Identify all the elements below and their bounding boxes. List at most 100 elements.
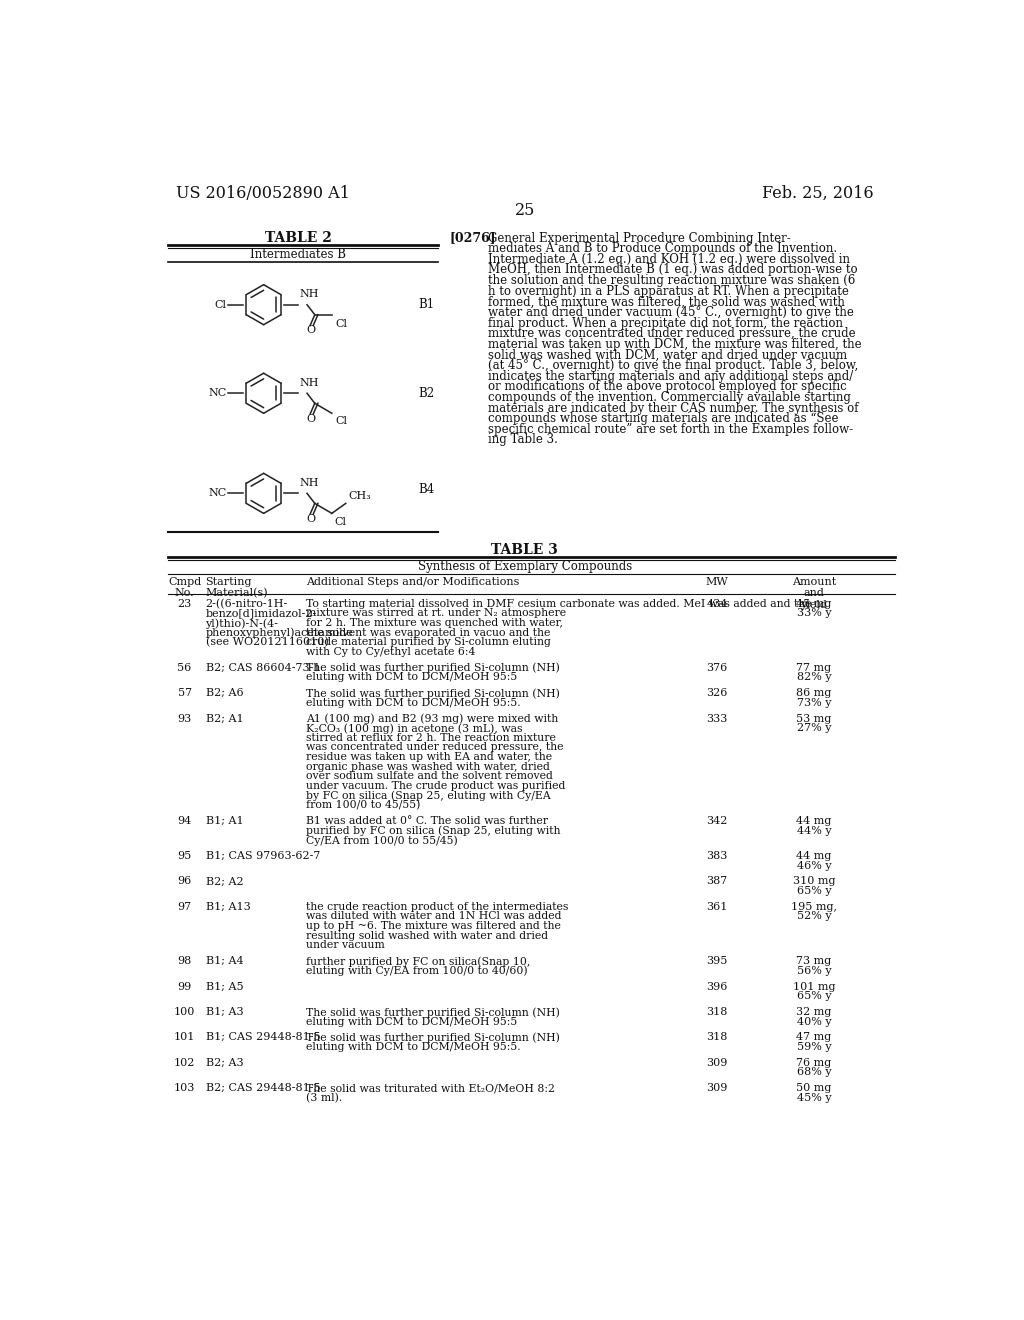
Text: B2; A2: B2; A2 — [206, 876, 243, 887]
Text: under vacuum. The crude product was purified: under vacuum. The crude product was puri… — [306, 781, 565, 791]
Text: 86 mg: 86 mg — [797, 688, 831, 698]
Text: Cy/EA from 100/0 to 55/45): Cy/EA from 100/0 to 55/45) — [306, 836, 458, 846]
Text: the crude reaction product of the intermediates: the crude reaction product of the interm… — [306, 902, 568, 912]
Text: for 2 h. The mixture was quenched with water,: for 2 h. The mixture was quenched with w… — [306, 618, 563, 628]
Text: mixture was concentrated under reduced pressure, the crude: mixture was concentrated under reduced p… — [488, 327, 856, 341]
Text: mixture was stirred at rt. under N₂ atmosphere: mixture was stirred at rt. under N₂ atmo… — [306, 609, 566, 619]
Text: 73% y: 73% y — [797, 698, 831, 708]
Text: NC: NC — [208, 488, 226, 499]
Text: indicates the starting materials and any additional steps and/: indicates the starting materials and any… — [488, 370, 854, 383]
Text: 52% y: 52% y — [797, 911, 831, 921]
Text: by FC on silica (Snap 25, eluting with Cy/EA: by FC on silica (Snap 25, eluting with C… — [306, 791, 551, 801]
Text: Synthesis of Exemplary Compounds: Synthesis of Exemplary Compounds — [418, 560, 632, 573]
Text: 310 mg: 310 mg — [793, 876, 836, 887]
Text: 82% y: 82% y — [797, 672, 831, 682]
Text: 40% y: 40% y — [797, 1016, 831, 1027]
Text: 65% y: 65% y — [797, 886, 831, 896]
Text: B2; A1: B2; A1 — [206, 714, 243, 723]
Text: under vacuum: under vacuum — [306, 940, 385, 950]
Text: 94: 94 — [177, 816, 191, 826]
Text: Intermediates B: Intermediates B — [251, 248, 346, 261]
Text: the solution and the resulting reaction mixture was shaken (6: the solution and the resulting reaction … — [488, 275, 856, 286]
Text: 93: 93 — [177, 714, 191, 723]
Text: 376: 376 — [707, 663, 728, 673]
Text: was diluted with water and 1N HCl was added: was diluted with water and 1N HCl was ad… — [306, 911, 562, 921]
Text: 318: 318 — [707, 1032, 728, 1043]
Text: purified by FC on silica (Snap 25, eluting with: purified by FC on silica (Snap 25, eluti… — [306, 825, 561, 836]
Text: MW: MW — [706, 577, 728, 586]
Text: eluting with Cy/EA from 100/0 to 40/60): eluting with Cy/EA from 100/0 to 40/60) — [306, 966, 528, 977]
Text: 56% y: 56% y — [797, 966, 831, 975]
Text: 44 mg: 44 mg — [797, 816, 831, 826]
Text: Cl: Cl — [334, 517, 346, 527]
Text: General Experimental Procedure Combining Inter-: General Experimental Procedure Combining… — [488, 231, 792, 244]
Text: 68% y: 68% y — [797, 1068, 831, 1077]
Text: The solid was further purified Si-column (NH): The solid was further purified Si-column… — [306, 1007, 560, 1018]
Text: mediates A and B to Produce Compounds of the Invention.: mediates A and B to Produce Compounds of… — [488, 242, 838, 255]
Text: B2; A6: B2; A6 — [206, 688, 243, 698]
Text: 95: 95 — [177, 851, 191, 861]
Text: over sodium sulfate and the solvent removed: over sodium sulfate and the solvent remo… — [306, 771, 553, 781]
Text: 25: 25 — [515, 202, 535, 219]
Text: 195 mg,: 195 mg, — [791, 902, 837, 912]
Text: 434: 434 — [707, 599, 728, 609]
Text: TABLE 3: TABLE 3 — [492, 543, 558, 557]
Text: 53 mg: 53 mg — [797, 714, 831, 723]
Text: compounds whose starting materials are indicated as “See: compounds whose starting materials are i… — [488, 412, 839, 425]
Text: final product. When a precipitate did not form, the reaction: final product. When a precipitate did no… — [488, 317, 844, 330]
Text: 309: 309 — [707, 1084, 728, 1093]
Text: 44 mg: 44 mg — [797, 851, 831, 861]
Text: A1 (100 mg) and B2 (93 mg) were mixed with: A1 (100 mg) and B2 (93 mg) were mixed wi… — [306, 714, 558, 725]
Text: 396: 396 — [707, 982, 728, 991]
Text: 27% y: 27% y — [797, 723, 831, 733]
Text: 102: 102 — [174, 1057, 196, 1068]
Text: eluting with DCM to DCM/MeOH 95:5: eluting with DCM to DCM/MeOH 95:5 — [306, 1016, 517, 1027]
Text: 342: 342 — [707, 816, 728, 826]
Text: Starting
Material(s): Starting Material(s) — [206, 577, 268, 598]
Text: MeOH, then Intermediate B (1 eq.) was added portion-wise to: MeOH, then Intermediate B (1 eq.) was ad… — [488, 264, 858, 276]
Text: 387: 387 — [707, 876, 728, 887]
Text: 50 mg: 50 mg — [797, 1084, 831, 1093]
Text: B2; CAS 29448-81-5: B2; CAS 29448-81-5 — [206, 1084, 321, 1093]
Text: 99: 99 — [177, 982, 191, 991]
Text: K₂CO₃ (100 mg) in acetone (3 mL), was: K₂CO₃ (100 mg) in acetone (3 mL), was — [306, 723, 522, 734]
Text: compounds of the invention. Commercially available starting: compounds of the invention. Commercially… — [488, 391, 851, 404]
Text: ing Table 3.: ing Table 3. — [488, 433, 558, 446]
Text: 101: 101 — [174, 1032, 196, 1043]
Text: 96: 96 — [177, 876, 191, 887]
Text: Intermediate A (1.2 eq.) and KOH (1.2 eq.) were dissolved in: Intermediate A (1.2 eq.) and KOH (1.2 eq… — [488, 253, 850, 265]
Text: B2; A3: B2; A3 — [206, 1057, 243, 1068]
Text: NC: NC — [208, 388, 226, 399]
Text: (see WO2012116010): (see WO2012116010) — [206, 638, 329, 648]
Text: 318: 318 — [707, 1007, 728, 1016]
Text: 100: 100 — [174, 1007, 196, 1016]
Text: eluting with DCM to DCM/MeOH 95:5: eluting with DCM to DCM/MeOH 95:5 — [306, 672, 517, 682]
Text: Cl: Cl — [214, 300, 226, 310]
Text: 56: 56 — [177, 663, 191, 673]
Text: B1; A3: B1; A3 — [206, 1007, 243, 1016]
Text: The solid was further purified Si-column (NH): The solid was further purified Si-column… — [306, 663, 560, 673]
Text: h to overnight) in a PLS apparatus at RT. When a precipitate: h to overnight) in a PLS apparatus at RT… — [488, 285, 849, 298]
Text: (at 45° C., overnight) to give the final product. Table 3, below,: (at 45° C., overnight) to give the final… — [488, 359, 859, 372]
Text: 361: 361 — [707, 902, 728, 912]
Text: with Cy to Cy/ethyl acetate 6:4: with Cy to Cy/ethyl acetate 6:4 — [306, 647, 475, 657]
Text: 101 mg: 101 mg — [793, 982, 836, 991]
Text: B1; A13: B1; A13 — [206, 902, 250, 912]
Text: 44% y: 44% y — [797, 825, 831, 836]
Text: B1; CAS 29448-81-5: B1; CAS 29448-81-5 — [206, 1032, 321, 1043]
Text: the solvent was evaporated in vacuo and the: the solvent was evaporated in vacuo and … — [306, 628, 551, 638]
Text: 46% y: 46% y — [797, 861, 831, 871]
Text: Additional Steps and/or Modifications: Additional Steps and/or Modifications — [306, 577, 519, 586]
Text: Cl: Cl — [335, 318, 347, 329]
Text: 33% y: 33% y — [797, 609, 831, 619]
Text: B1; CAS 97963-62-7: B1; CAS 97963-62-7 — [206, 851, 319, 861]
Text: material was taken up with DCM, the mixture was filtered, the: material was taken up with DCM, the mixt… — [488, 338, 862, 351]
Text: water and dried under vacuum (45° C., overnight) to give the: water and dried under vacuum (45° C., ov… — [488, 306, 854, 319]
Text: from 100/0 to 45/55): from 100/0 to 45/55) — [306, 800, 421, 810]
Text: materials are indicated by their CAS number. The synthesis of: materials are indicated by their CAS num… — [488, 401, 859, 414]
Text: B4: B4 — [418, 483, 434, 496]
Text: US 2016/0052890 A1: US 2016/0052890 A1 — [176, 185, 350, 202]
Text: 76 mg: 76 mg — [797, 1057, 831, 1068]
Text: stirred at reflux for 2 h. The reaction mixture: stirred at reflux for 2 h. The reaction … — [306, 733, 556, 743]
Text: [0276]: [0276] — [450, 231, 497, 244]
